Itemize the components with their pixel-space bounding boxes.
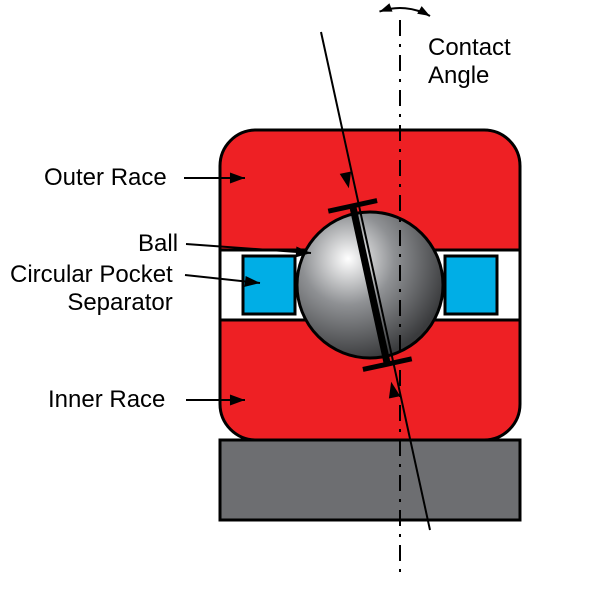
label-contact-angle: Contact Angle <box>428 34 511 89</box>
label-ball: Ball <box>138 230 178 258</box>
label-inner-race: Inner Race <box>48 386 165 414</box>
label-separator: Circular Pocket Separator <box>10 261 173 316</box>
label-separator-line1: Circular Pocket <box>10 261 173 289</box>
label-separator-line2: Separator <box>10 289 173 317</box>
label-outer-race: Outer Race <box>44 164 167 192</box>
bearing-diagram: Contact Angle Outer Race Ball Circular P… <box>0 0 600 600</box>
label-contact-angle-line1: Contact <box>428 34 511 62</box>
label-contact-angle-line2: Angle <box>428 62 511 90</box>
